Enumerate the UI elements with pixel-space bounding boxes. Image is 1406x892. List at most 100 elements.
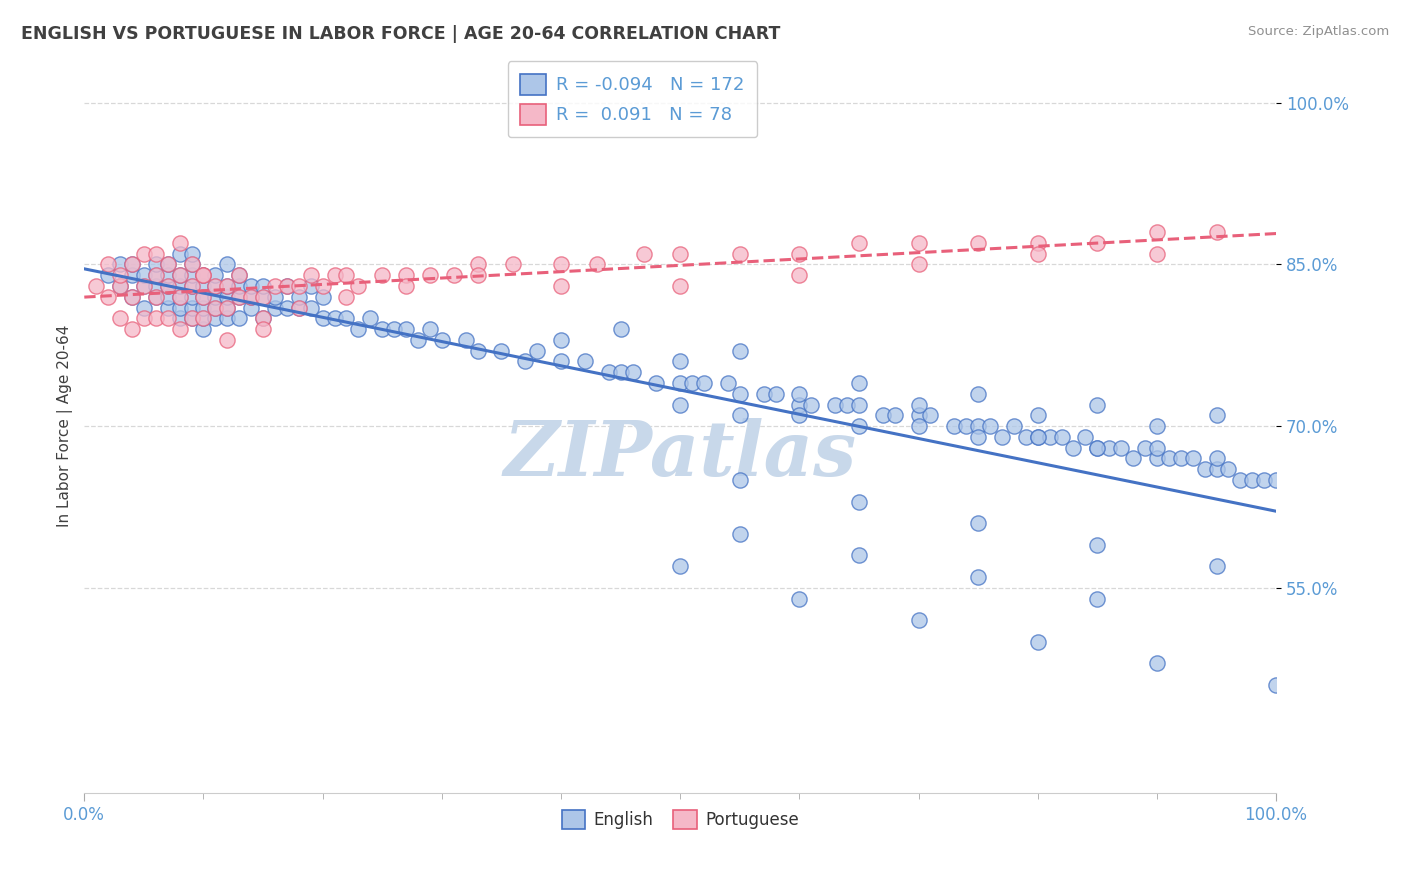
Point — [430, 333, 453, 347]
Point — [1122, 451, 1144, 466]
Point — [967, 430, 990, 444]
Point — [1146, 657, 1168, 671]
Point — [204, 279, 226, 293]
Point — [1146, 451, 1168, 466]
Point — [288, 290, 311, 304]
Point — [371, 268, 394, 283]
Point — [1229, 473, 1251, 487]
Point — [204, 290, 226, 304]
Point — [1205, 225, 1227, 239]
Point — [180, 279, 202, 293]
Point — [156, 257, 179, 271]
Point — [132, 246, 155, 260]
Point — [1085, 235, 1108, 250]
Point — [108, 279, 131, 293]
Point — [669, 559, 692, 574]
Point — [550, 257, 572, 271]
Point — [395, 322, 418, 336]
Point — [669, 279, 692, 293]
Point — [311, 279, 333, 293]
Point — [169, 290, 191, 304]
Point — [515, 354, 537, 368]
Point — [84, 279, 107, 293]
Point — [193, 311, 215, 326]
Point — [943, 419, 966, 434]
Point — [204, 279, 226, 293]
Point — [288, 301, 311, 315]
Point — [108, 257, 131, 271]
Point — [681, 376, 703, 390]
Point — [217, 279, 239, 293]
Point — [193, 279, 215, 293]
Point — [97, 257, 120, 271]
Point — [967, 570, 990, 584]
Point — [395, 279, 418, 293]
Point — [288, 301, 311, 315]
Point — [1026, 246, 1049, 260]
Point — [288, 279, 311, 293]
Point — [848, 398, 870, 412]
Point — [156, 290, 179, 304]
Point — [108, 311, 131, 326]
Point — [1085, 591, 1108, 606]
Point — [728, 409, 751, 423]
Point — [717, 376, 740, 390]
Point — [967, 419, 990, 434]
Point — [907, 235, 929, 250]
Point — [789, 591, 811, 606]
Point — [967, 386, 990, 401]
Point — [765, 386, 787, 401]
Point — [252, 290, 274, 304]
Point — [1205, 451, 1227, 466]
Point — [169, 290, 191, 304]
Point — [1074, 430, 1097, 444]
Point — [145, 290, 167, 304]
Point — [550, 354, 572, 368]
Point — [132, 301, 155, 315]
Point — [204, 268, 226, 283]
Point — [217, 279, 239, 293]
Point — [1265, 678, 1288, 692]
Point — [406, 333, 429, 347]
Point — [824, 398, 846, 412]
Point — [1265, 473, 1288, 487]
Point — [907, 398, 929, 412]
Point — [467, 257, 489, 271]
Point — [1157, 451, 1180, 466]
Point — [1133, 441, 1156, 455]
Point — [848, 549, 870, 563]
Point — [371, 322, 394, 336]
Point — [1039, 430, 1062, 444]
Point — [121, 257, 143, 271]
Point — [145, 279, 167, 293]
Point — [669, 246, 692, 260]
Point — [335, 311, 357, 326]
Point — [800, 398, 823, 412]
Point — [1109, 441, 1132, 455]
Point — [1085, 398, 1108, 412]
Point — [132, 311, 155, 326]
Point — [240, 290, 263, 304]
Point — [789, 409, 811, 423]
Point — [609, 322, 631, 336]
Point — [1205, 409, 1227, 423]
Point — [121, 290, 143, 304]
Point — [1241, 473, 1264, 487]
Point — [217, 290, 239, 304]
Point — [728, 527, 751, 541]
Point — [169, 301, 191, 315]
Point — [169, 311, 191, 326]
Point — [419, 322, 441, 336]
Point — [467, 268, 489, 283]
Point — [311, 311, 333, 326]
Point — [347, 322, 370, 336]
Point — [311, 290, 333, 304]
Point — [323, 311, 346, 326]
Text: ENGLISH VS PORTUGUESE IN LABOR FORCE | AGE 20-64 CORRELATION CHART: ENGLISH VS PORTUGUESE IN LABOR FORCE | A… — [21, 25, 780, 43]
Point — [955, 419, 977, 434]
Point — [907, 613, 929, 627]
Point — [609, 365, 631, 379]
Point — [121, 257, 143, 271]
Point — [169, 246, 191, 260]
Point — [180, 246, 202, 260]
